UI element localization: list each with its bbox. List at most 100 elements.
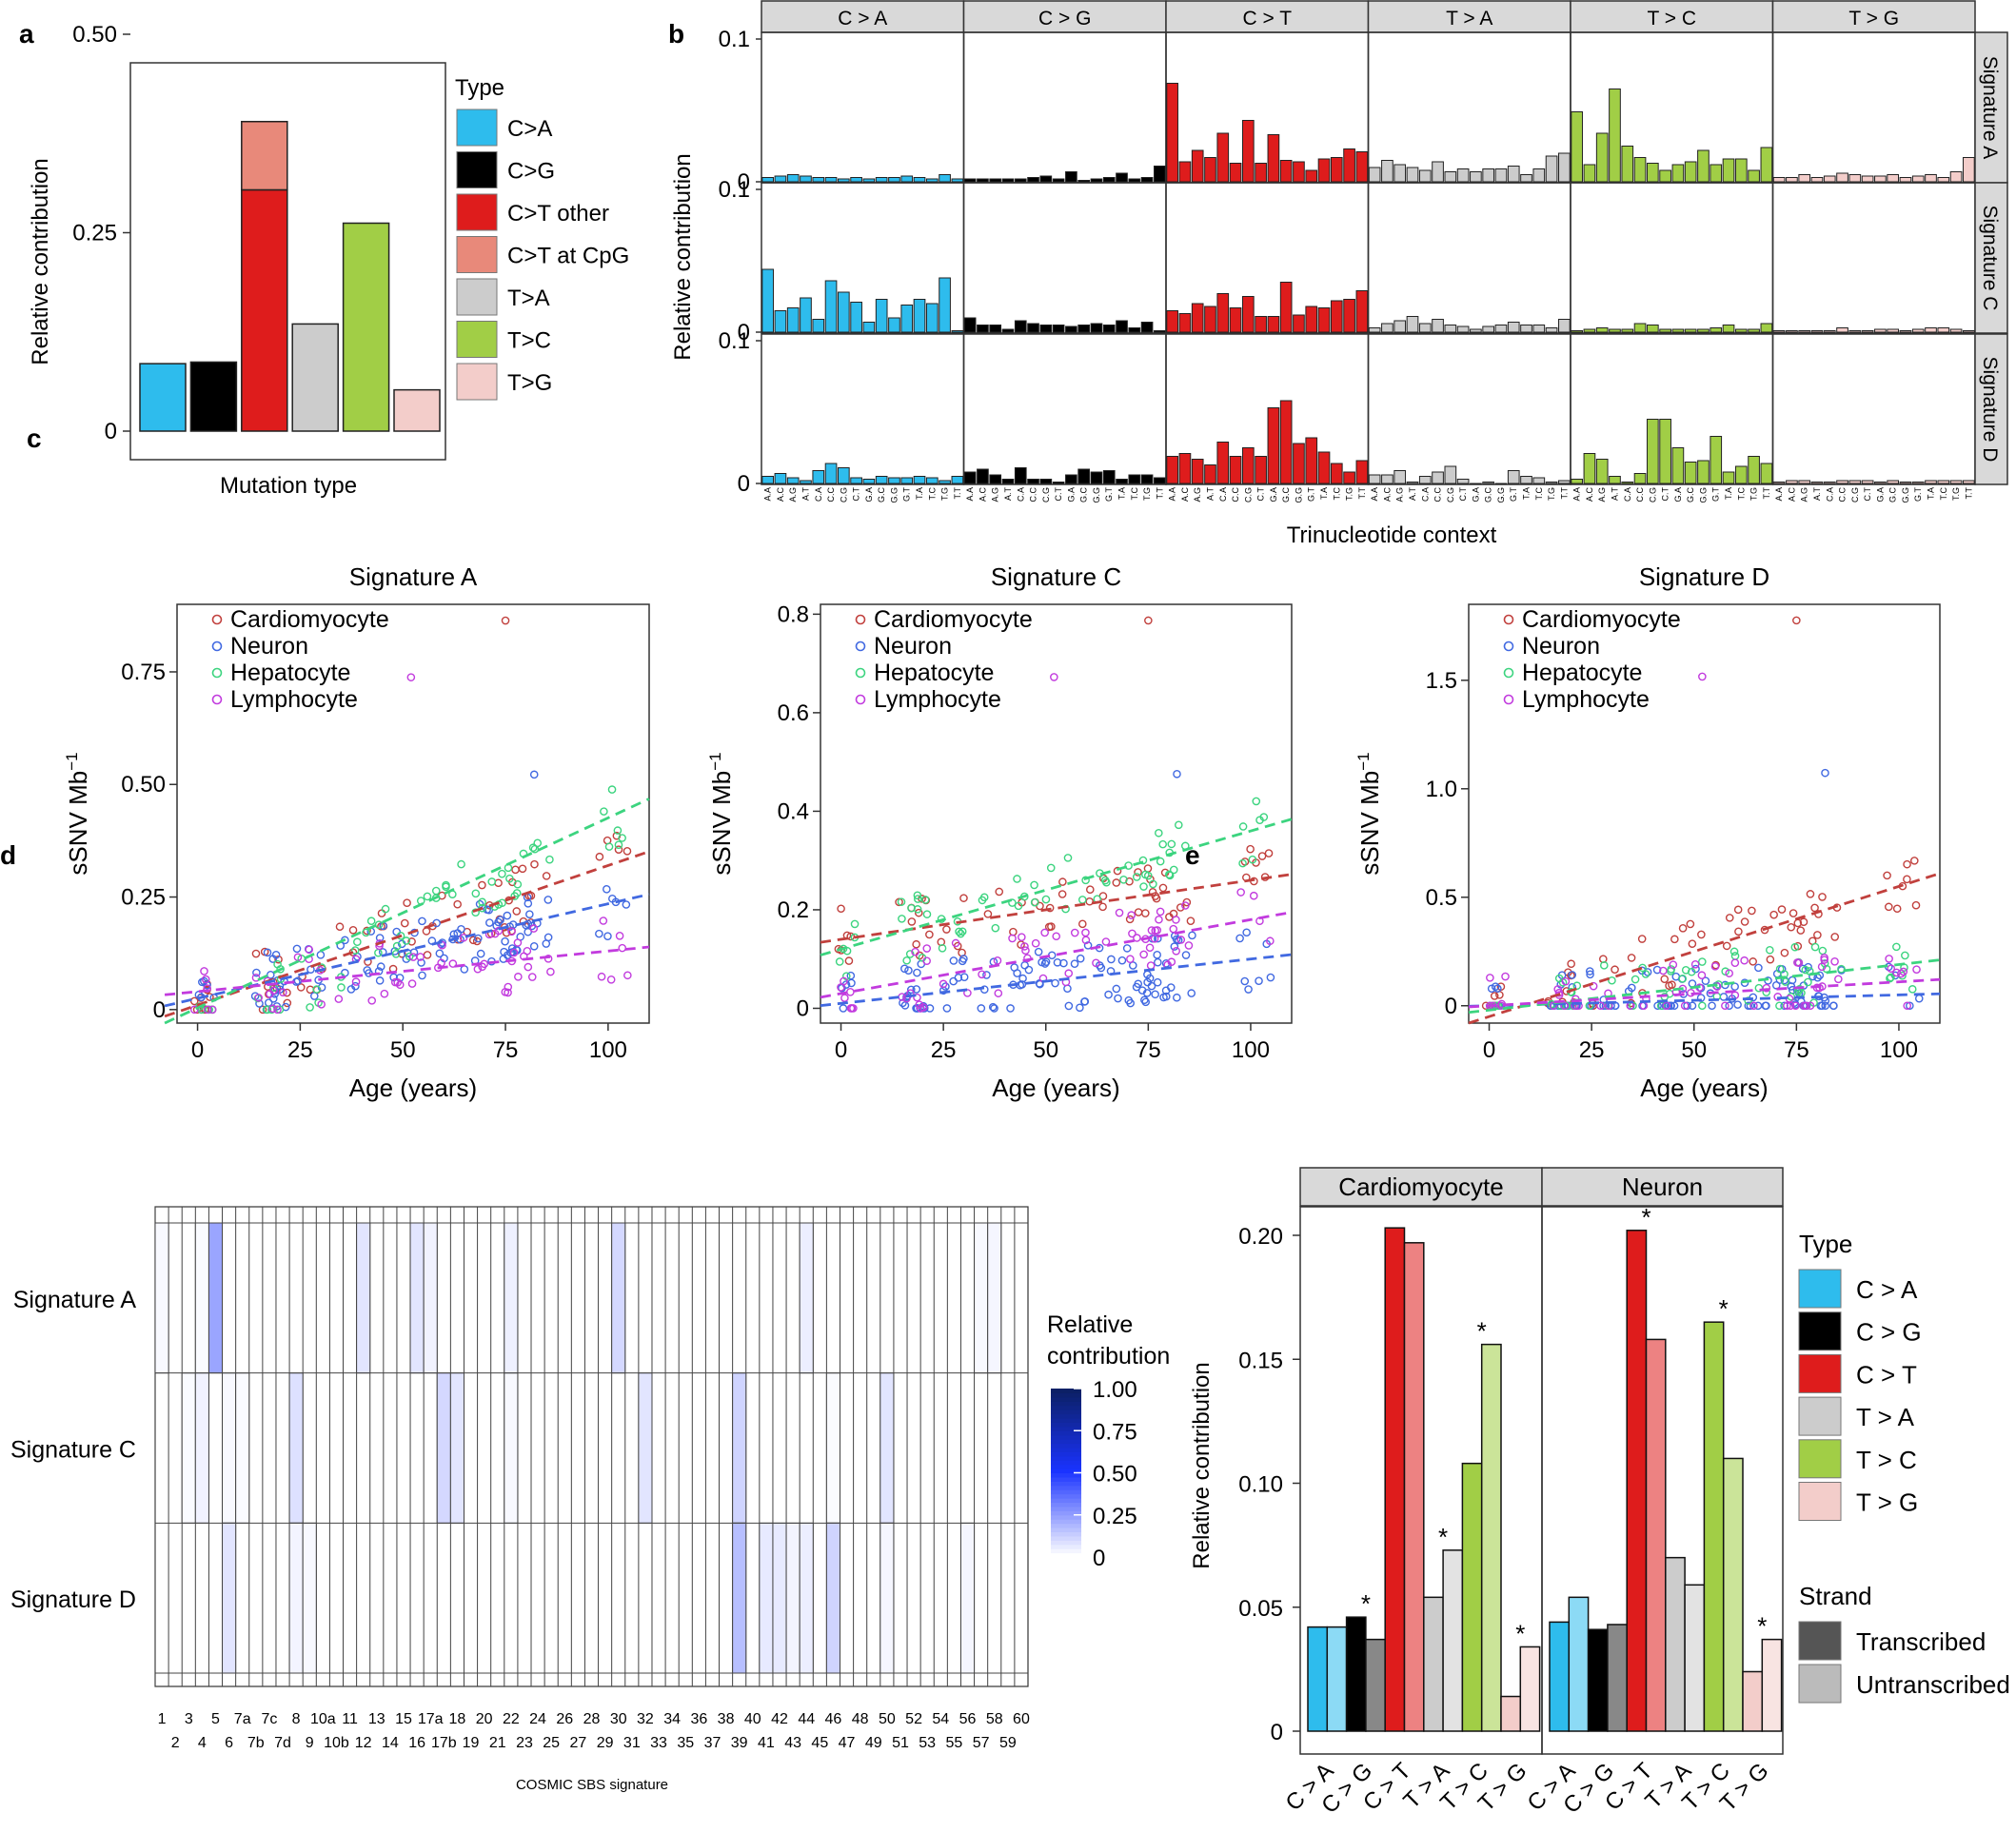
point-Hepatocyte — [1119, 875, 1128, 884]
trend-line-Lymphocyte — [820, 911, 1293, 999]
plot-frame — [1570, 182, 1774, 334]
heat-cell-Signature A-44 — [799, 1222, 814, 1374]
bar-Signature C-C > T-T.G — [1343, 299, 1355, 333]
point-Lymphocyte — [919, 1003, 928, 1012]
point-Neuron — [1122, 944, 1132, 953]
bar-Signature D-T > C-G.G — [1697, 460, 1710, 484]
bar-Signature D-C > A-G.C — [875, 476, 888, 484]
context-label: A.C — [1382, 487, 1392, 503]
legend-marker — [211, 614, 223, 625]
colorbar-step — [1051, 1405, 1081, 1410]
point-Hepatocyte — [614, 840, 623, 849]
point-Neuron — [846, 971, 856, 980]
point-Hepatocyte — [1667, 965, 1676, 974]
bar-untranscribed-T > C — [1480, 1343, 1502, 1732]
point-Neuron — [474, 934, 483, 943]
point-Cardiomyocyte — [1264, 849, 1274, 857]
point-Neuron — [1725, 1001, 1733, 1011]
bar-Signature A-C > A-G.C — [875, 177, 888, 183]
legend-key — [456, 278, 498, 316]
heat-cell-Signature D-8 — [288, 1522, 304, 1674]
y-axis-label: sSNV Mb−1 — [1354, 752, 1384, 875]
point-Hepatocyte — [1641, 970, 1650, 978]
point-Lymphocyte — [1740, 956, 1749, 965]
point-Lymphocyte — [922, 944, 932, 953]
point-Lymphocyte — [840, 994, 849, 1002]
point-Neuron — [1244, 985, 1253, 994]
heat-cell-Signature D-46 — [825, 1522, 840, 1674]
colorbar-step — [1051, 1535, 1081, 1541]
point-Neuron — [457, 924, 465, 934]
y-tick-label: 1.0 — [1426, 777, 1457, 802]
legend-label: Lymphocyte — [230, 686, 358, 713]
point-Neuron — [1173, 993, 1181, 1002]
y-axis-label: Relative contribution — [28, 158, 53, 365]
point-Cardiomyocyte — [614, 845, 623, 854]
point-Neuron — [432, 918, 442, 928]
trend-line-Cardiomyocyte — [820, 873, 1293, 944]
point-Lymphocyte — [367, 996, 377, 1005]
colorbar-step — [1051, 1519, 1081, 1525]
point-Hepatocyte — [366, 916, 376, 926]
y-axis-label-text: sSNV Mb — [64, 771, 92, 876]
row-strip — [1974, 182, 2008, 334]
point-Cardiomyocyte — [1490, 992, 1499, 1000]
point-Lymphocyte — [334, 995, 344, 1003]
facet-label: Cardiomyocyte — [1338, 1173, 1503, 1201]
point-Lymphocyte — [1145, 943, 1155, 953]
point-Lymphocyte — [1486, 974, 1494, 982]
point-Neuron — [449, 930, 459, 938]
bar-Signature A-T > C-A.C — [1583, 164, 1596, 183]
point-Hepatocyte — [1259, 813, 1269, 821]
legend-marker — [211, 667, 223, 679]
bar-Signature C-T > G-A.T — [1810, 330, 1824, 333]
point-Neuron — [1024, 965, 1034, 975]
point-Lymphocyte — [1050, 673, 1058, 681]
point-Neuron — [268, 994, 278, 1003]
bar-Signature D-C > A-G.G — [888, 477, 900, 484]
context-label: G.G — [889, 487, 899, 503]
point-Lymphocyte — [407, 979, 417, 988]
point-Cardiomyocyte — [1749, 957, 1757, 966]
colorbar-step — [1051, 1540, 1081, 1546]
bar-Signature C-T > C-G.G — [1697, 328, 1710, 333]
bar-Signature D-T > A-G.T — [1507, 470, 1520, 484]
context-label: T.C — [1939, 486, 1948, 500]
column-label: 13 — [368, 1711, 385, 1727]
point-Neuron — [1585, 967, 1594, 976]
column-label: 49 — [865, 1735, 882, 1751]
plot-frame — [1771, 31, 1976, 184]
bar-Signature A-C > G-C.C — [1027, 177, 1039, 183]
context-label: T.T — [953, 486, 962, 499]
point-Cardiomyocyte — [1085, 885, 1095, 895]
point-Hepatocyte — [1139, 882, 1148, 891]
bar-Signature D-T > A-T.A — [1520, 476, 1532, 484]
context-label: G.A — [1269, 487, 1278, 503]
column-label: 7a — [234, 1711, 251, 1727]
column-label: 42 — [771, 1711, 788, 1727]
point-Hepatocyte — [545, 855, 554, 864]
y-axis-label-sup: −1 — [1354, 752, 1373, 770]
bar-Signature D-T > A-G.G — [1494, 483, 1508, 484]
point-Lymphocyte — [1155, 915, 1163, 924]
bar-Signature A-C > A-A.A — [761, 177, 774, 183]
point-Neuron — [1666, 1001, 1675, 1011]
y-tick-label: 0.50 — [121, 772, 166, 798]
bar-Signature A-C > T-G.T — [1305, 169, 1318, 183]
bar-Signature D-C > T-C.A — [1216, 442, 1230, 484]
point-Lymphocyte — [504, 982, 513, 992]
context-label: T.T — [1762, 486, 1771, 499]
bar-Signature A-C > A-G.A — [862, 178, 876, 183]
y-axis-label-sup: −1 — [63, 752, 81, 770]
bar-Signature A-T > A-G.C — [1482, 168, 1495, 183]
bar-Signature A-T > A-T.C — [1532, 168, 1546, 183]
bar-Signature C-C > T-C.C — [1229, 307, 1242, 333]
point-Neuron — [418, 916, 426, 926]
context-label: C.C — [1231, 487, 1240, 503]
point-Neuron — [1821, 996, 1830, 1005]
x-tick-label: 25 — [1579, 1037, 1605, 1063]
point-Neuron — [1070, 959, 1079, 968]
column-label: 7b — [247, 1735, 265, 1751]
point-Neuron — [1107, 955, 1116, 964]
point-Cardiomyocyte — [846, 932, 856, 941]
